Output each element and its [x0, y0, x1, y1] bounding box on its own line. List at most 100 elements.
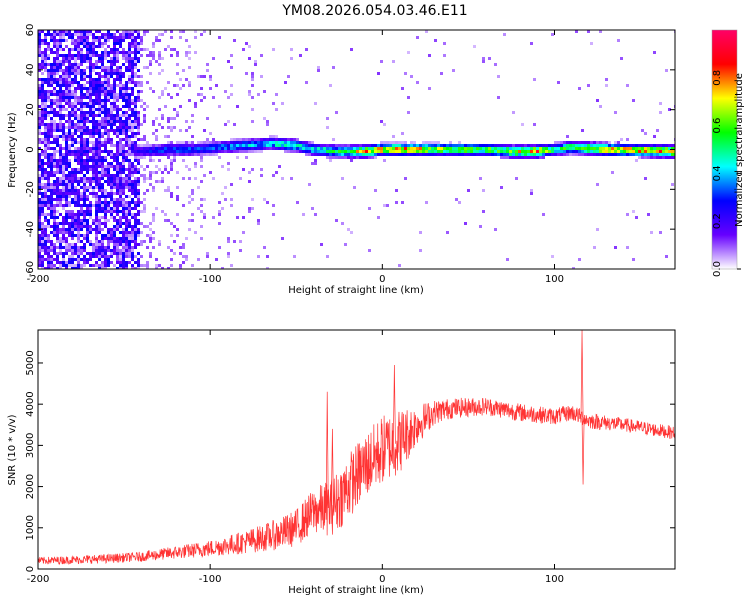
spectrogram-cell [83, 45, 86, 48]
spectrogram-cell [470, 150, 473, 153]
spectrogram-cell [77, 222, 80, 225]
spectrogram-cell [224, 147, 227, 150]
spectrogram-cell [170, 162, 173, 165]
spectrogram-cell [128, 33, 131, 36]
spectrogram-cell [86, 234, 89, 237]
spectrogram-cell [38, 261, 41, 264]
spectrogram-cell [599, 153, 602, 156]
spectrogram-cell [671, 147, 674, 150]
spectrogram-cell [128, 75, 131, 78]
spectrogram-cell [578, 141, 581, 144]
spectrogram-cell [128, 177, 131, 180]
spectrogram-cell [155, 135, 158, 138]
spectrogram-cell [131, 255, 134, 258]
spectrogram-cell [359, 156, 362, 159]
spectrogram-cell [107, 30, 110, 33]
spectrogram-cell [119, 255, 122, 258]
spectrogram-cell [161, 126, 164, 129]
spectrogram-cell [128, 60, 131, 63]
spectrogram-cell [41, 60, 44, 63]
spectrogram-cell [416, 147, 419, 150]
spectrogram-cell [110, 234, 113, 237]
spectrogram-cell [239, 177, 242, 180]
spectrogram-cell [56, 144, 59, 147]
spectrogram-cell [59, 168, 62, 171]
spectrogram-cell [500, 147, 503, 150]
spectrogram-cell [101, 54, 104, 57]
spectrogram-cell [107, 207, 110, 210]
spectrogram-cell [143, 138, 146, 141]
spectrogram-cell [170, 165, 173, 168]
spectrogram-cell [635, 153, 638, 156]
spectrogram-cell [68, 189, 71, 192]
spectrogram-cell [44, 48, 47, 51]
spectrogram-cell [83, 147, 86, 150]
spectrogram-cell [56, 267, 59, 269]
spectrogram-cell [107, 258, 110, 261]
spectrogram-cell [56, 114, 59, 117]
spectrogram-cell [71, 135, 74, 138]
spectrogram-cell [44, 57, 47, 60]
spectrogram-cell [116, 36, 119, 39]
spectrogram-cell [152, 150, 155, 153]
spectrogram-cell [131, 60, 134, 63]
spectrogram-cell [56, 123, 59, 126]
spectrogram-cell [125, 228, 128, 231]
spectrogram-cell [56, 222, 59, 225]
spectrogram-cell [467, 153, 470, 156]
spectrogram-cell [50, 120, 53, 123]
spectrogram-cell [170, 144, 173, 147]
spectrogram-cell [212, 96, 215, 99]
spectrogram-cell [56, 255, 59, 258]
spectrogram-cell [194, 165, 197, 168]
spectrogram-cell [170, 150, 173, 153]
spectrogram-cell [452, 144, 455, 147]
spectrogram-cell [65, 216, 68, 219]
spectrogram-cell [86, 147, 89, 150]
spectrogram-cell [50, 231, 53, 234]
spectrogram-cell [56, 138, 59, 141]
spectrogram-cell [38, 117, 41, 120]
spectrogram-cell [197, 150, 200, 153]
spectrogram-cell [68, 210, 71, 213]
spectrogram-cell [44, 36, 47, 39]
spectrogram-cell [152, 45, 155, 48]
spectrogram-cell [368, 150, 371, 153]
spectrogram-cell [350, 144, 353, 147]
spectrogram-cell [65, 99, 68, 102]
spectrogram-cell [668, 147, 671, 150]
spectrogram-cell [86, 117, 89, 120]
spectrogram-cell [179, 267, 182, 269]
spectrogram-cell [107, 237, 110, 240]
spectrogram-cell [38, 90, 41, 93]
spectrogram-cell [125, 150, 128, 153]
spectrogram-cell [50, 243, 53, 246]
spectrogram-cell [53, 87, 56, 90]
spectrogram-cell [98, 195, 101, 198]
spectrogram-cell [419, 150, 422, 153]
spectrogram-cell [56, 57, 59, 60]
spectrogram-cell [104, 138, 107, 141]
spectrogram-cell [77, 114, 80, 117]
spectrogram-cell [173, 147, 176, 150]
spectrogram-cell [56, 159, 59, 162]
spectrogram-cell [68, 249, 71, 252]
spectrogram-cell [128, 54, 131, 57]
spectrogram-cell [119, 261, 122, 264]
spectrogram-cell [242, 150, 245, 153]
spectrogram-cell [44, 114, 47, 117]
spectrogram-cell [350, 48, 353, 51]
spectrogram-cell [128, 189, 131, 192]
spectrogram-cell [128, 195, 131, 198]
spectrogram-cell [44, 204, 47, 207]
spectrogram-cell [419, 147, 422, 150]
spectrogram-cell [59, 192, 62, 195]
spectrogram-cell [566, 153, 569, 156]
spectrogram-cell [116, 246, 119, 249]
spectrogram-cell [203, 216, 206, 219]
spectrogram-cell [365, 153, 368, 156]
spectrogram-cell [158, 39, 161, 42]
spectrogram-cell [251, 84, 254, 87]
spectrogram-cell [113, 105, 116, 108]
spectrogram-cell [92, 126, 95, 129]
